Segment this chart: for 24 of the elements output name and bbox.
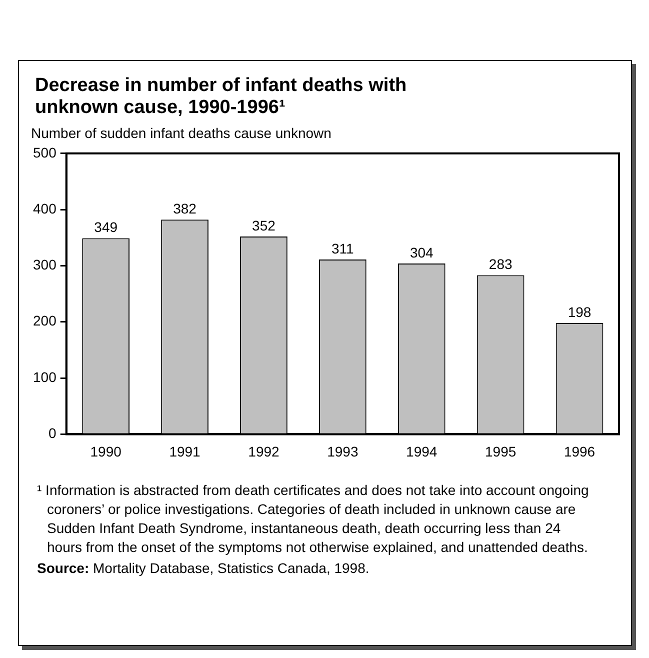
x-tick-label: 1996 <box>564 443 596 460</box>
chart-title: Decrease in number of infant deaths with unknown cause, 1990-1996¹ <box>35 75 408 119</box>
source-note: Source: Mortality Database, Statistics Canada, 1998. <box>37 559 370 578</box>
y-tick-label: 0 <box>48 425 57 442</box>
y-tick-label: 400 <box>33 200 57 216</box>
x-tick-label: 1992 <box>248 443 280 460</box>
data-label: 311 <box>332 240 354 256</box>
x-tick-label: 1995 <box>485 443 516 460</box>
y-tick-label: 200 <box>33 312 57 329</box>
data-label: 283 <box>488 256 512 272</box>
data-label: 382 <box>173 200 197 217</box>
text: ¹ Information is abstracted from death certificates and does not take into account ongoing coroners’ or police investigations. Categories of death included in unknown cause are Sudden Infant Death Syndrome, instantaneous death, death occurring less than 24 hours from the onset of the symptoms not otherwise explained, and unattended deaths. <box>37 481 590 557</box>
x-tick-label: 1993 <box>327 443 358 460</box>
y-tick-label: 300 <box>33 256 57 273</box>
y-tick-label: 100 <box>33 368 57 385</box>
data-label: 304 <box>410 244 434 260</box>
data-label: 349 <box>94 219 118 236</box>
y-axis-title: Number of sudden infant deaths cause unknown <box>31 125 332 141</box>
data-label: 198 <box>568 304 592 320</box>
x-tick-label: 1991 <box>169 443 201 460</box>
x-tick-label: 1994 <box>406 443 438 460</box>
y-tick-label: 500 <box>33 144 57 160</box>
data-label: 352 <box>252 217 276 234</box>
x-tick-label: 1990 <box>90 443 122 460</box>
